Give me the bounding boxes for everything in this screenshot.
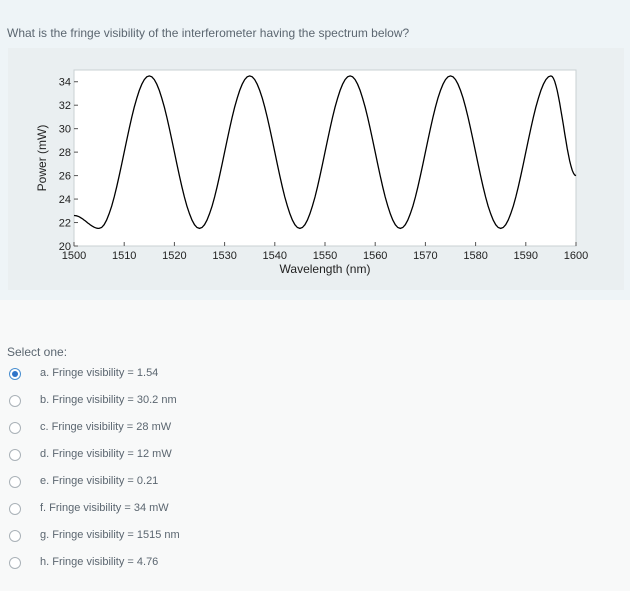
radio-option-b[interactable]	[9, 395, 21, 407]
y-tick-label: 28	[59, 147, 71, 159]
x-tick-label: 1600	[564, 250, 588, 262]
y-tick-label: 32	[59, 100, 71, 112]
y-tick-label: 24	[59, 194, 71, 206]
x-tick-label: 1580	[463, 250, 487, 262]
radio-option-h[interactable]	[9, 557, 21, 569]
radio-option-c[interactable]	[9, 422, 21, 434]
y-tick-label: 30	[59, 124, 71, 136]
x-tick-label: 1570	[413, 250, 437, 262]
x-tick-label: 1530	[212, 250, 236, 262]
question-box: What is the fringe visibility of the int…	[7, 26, 624, 290]
option-g[interactable]: g. Fringe visibility = 1515 nm	[0, 526, 400, 550]
plot-area	[73, 69, 577, 247]
answer-section: Select one: a. Fringe visibility = 1.54 …	[0, 300, 630, 591]
radio-option-g[interactable]	[9, 530, 21, 542]
x-tick-label: 1520	[162, 250, 186, 262]
option-g-label: g. Fringe visibility = 1515 nm	[40, 529, 180, 541]
select-one-label: Select one:	[7, 345, 68, 359]
option-h-label: h. Fringe visibility = 4.76	[40, 556, 159, 568]
option-h[interactable]: h. Fringe visibility = 4.76	[0, 553, 400, 577]
spectrum-chart: 20 22 24 26 28 30 32 34 1500 1510 1520 1530 1540 1550…	[35, 69, 588, 276]
radio-option-a[interactable]	[9, 368, 21, 380]
option-c-label: c. Fringe visibility = 28 mW	[40, 421, 172, 433]
option-a[interactable]: a. Fringe visibility = 1.54	[0, 364, 400, 388]
x-tick-label: 1540	[263, 250, 287, 262]
option-b[interactable]: b. Fringe visibility = 30.2 nm	[0, 391, 400, 415]
option-f[interactable]: f. Fringe visibility = 34 mW	[0, 499, 400, 523]
x-tick-label: 1500	[62, 250, 86, 262]
question-text: What is the fringe visibility of the int…	[7, 26, 410, 40]
option-e[interactable]: e. Fringe visibility = 0.21	[0, 472, 400, 496]
spectrum-chart-frame: 20 22 24 26 28 30 32 34 1500 1510 1520 1530 1540 1550…	[8, 48, 624, 290]
option-a-label: a. Fringe visibility = 1.54	[40, 367, 159, 379]
option-c[interactable]: c. Fringe visibility = 28 mW	[0, 418, 400, 442]
x-tick-label: 1590	[514, 250, 538, 262]
spectrum-line	[73, 75, 577, 230]
y-tick-label: 20	[59, 241, 71, 253]
y-tick-label: 26	[59, 171, 71, 183]
radio-option-e[interactable]	[9, 476, 21, 488]
y-tick-label: 22	[59, 218, 71, 230]
x-tick-label: 1560	[363, 250, 387, 262]
x-tick-label: 1510	[112, 250, 136, 262]
option-d[interactable]: d. Fringe visibility = 12 mW	[0, 445, 400, 469]
y-axis-label: Power (mW)	[35, 125, 49, 192]
option-e-label: e. Fringe visibility = 0.21	[40, 475, 159, 487]
option-d-label: d. Fringe visibility = 12 mW	[40, 448, 172, 460]
y-tick-label: 34	[59, 77, 71, 89]
radio-option-f[interactable]	[9, 503, 21, 515]
option-b-label: b. Fringe visibility = 30.2 nm	[40, 394, 177, 406]
x-axis-label: Wavelength (nm)	[280, 262, 371, 276]
x-tick-label: 1550	[313, 250, 337, 262]
radio-option-d[interactable]	[9, 449, 21, 461]
option-f-label: f. Fringe visibility = 34 mW	[40, 502, 169, 514]
